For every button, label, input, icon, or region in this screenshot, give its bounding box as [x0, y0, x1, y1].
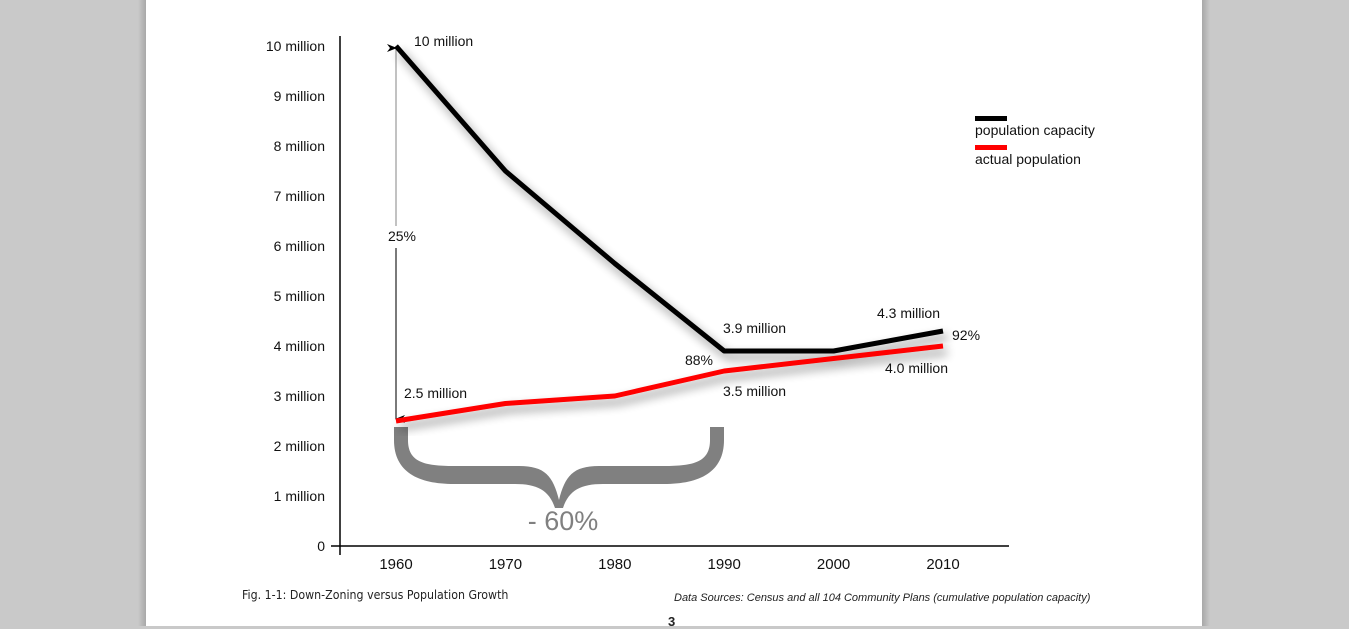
data-source-note: Data Sources: Census and all 104 Communi…	[674, 592, 1090, 604]
annotation-pop1990: 3.5 million	[723, 383, 786, 399]
x-tick-label: 1960	[379, 556, 412, 573]
x-tick-label: 1980	[598, 556, 631, 573]
y-tick-label: 5 million	[274, 288, 325, 304]
y-tick-label: 8 million	[274, 138, 325, 154]
y-tick-label: 7 million	[274, 188, 325, 204]
x-tick-label: 1970	[489, 556, 522, 573]
y-tick-label: 10 million	[266, 38, 325, 54]
legend-label: actual population	[975, 151, 1081, 167]
series-line-population-capacity	[396, 46, 943, 351]
annotation-cap2010: 4.3 million	[877, 305, 940, 321]
legend-swatch	[975, 145, 1007, 150]
x-tick-label: 2010	[926, 556, 959, 573]
y-tick-label: 9 million	[274, 88, 325, 104]
y-tick-label: 2 million	[274, 438, 325, 454]
annotation-cap1990: 3.9 million	[723, 320, 786, 336]
annotation-pop2010: 4.0 million	[885, 360, 948, 376]
series-line-actual-population	[396, 346, 943, 421]
annotation-brace: - 60%	[528, 506, 599, 536]
y-tick-label: 3 million	[274, 388, 325, 404]
curly-brace	[394, 427, 724, 508]
legend-label: population capacity	[975, 122, 1095, 138]
annotation-pct1960: 25%	[388, 228, 416, 244]
legend-swatch	[975, 116, 1007, 121]
x-tick-label: 2000	[817, 556, 850, 573]
y-tick-label: 1 million	[274, 488, 325, 504]
annotation-cap1960: 10 million	[414, 33, 473, 49]
annotation-pct2010: 92%	[952, 327, 980, 343]
page-number: 3	[668, 614, 675, 629]
x-tick-label: 1990	[708, 556, 741, 573]
figure-caption: Fig. 1-1: Down-Zoning versus Population …	[242, 588, 508, 602]
y-tick-label: 6 million	[274, 238, 325, 254]
y-tick-label: 4 million	[274, 338, 325, 354]
annotation-pop1960: 2.5 million	[404, 385, 467, 401]
y-tick-label: 0	[317, 538, 325, 554]
annotation-pct1990: 88%	[685, 352, 713, 368]
